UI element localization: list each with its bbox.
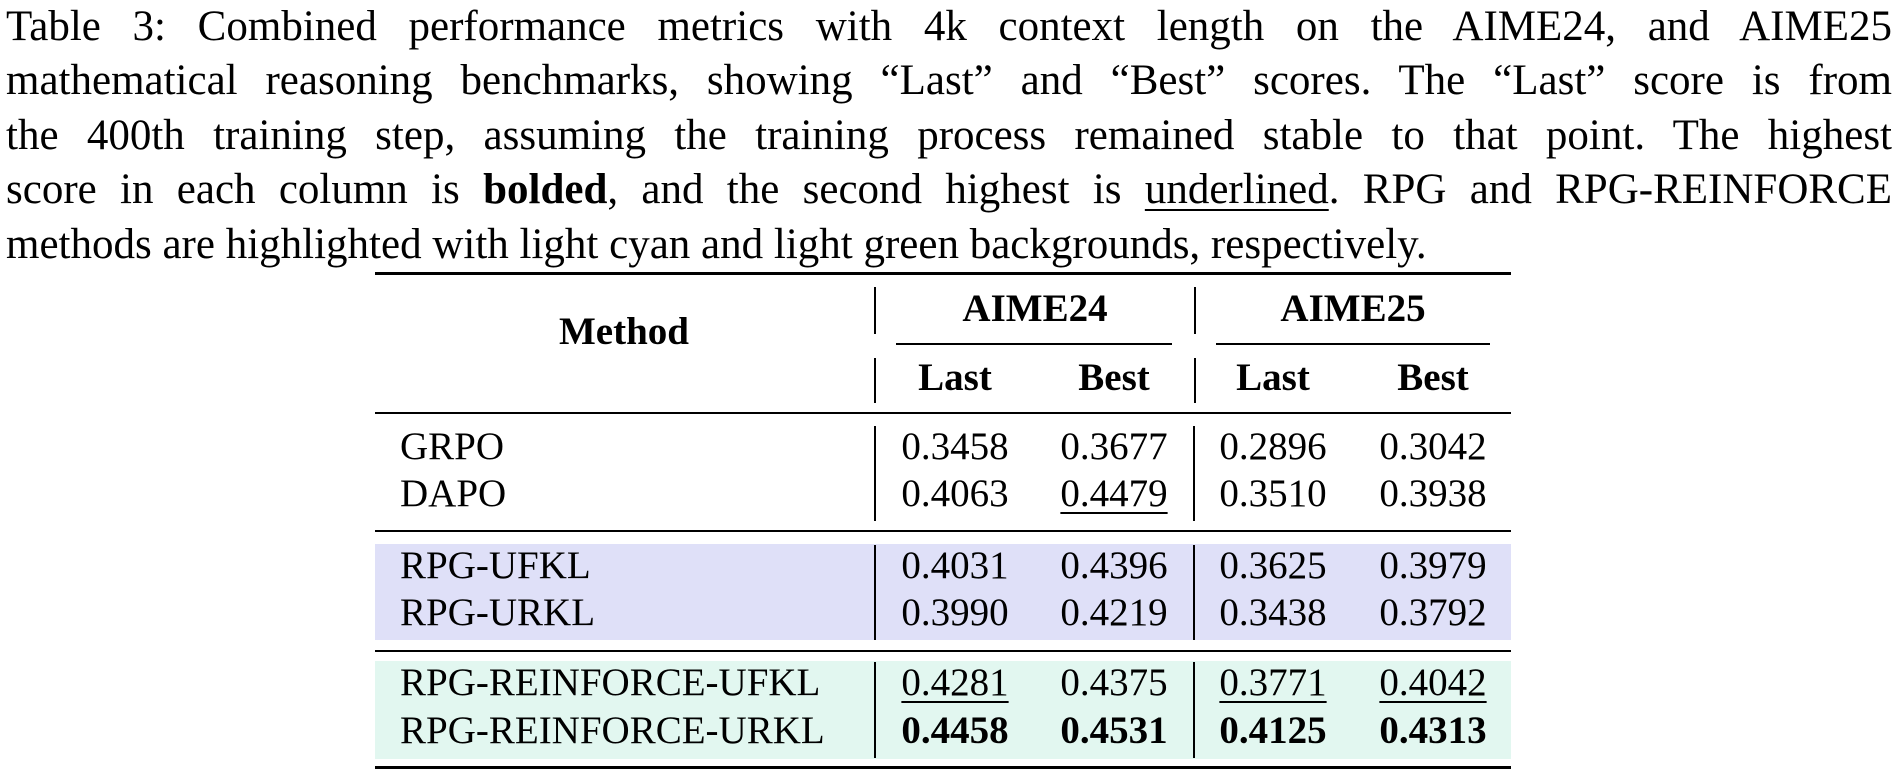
score-cell: 0.3625	[1219, 544, 1327, 587]
caption-text: mathematical reasoning benchmarks, showi…	[6, 57, 1892, 105]
score-cell: 0.3990	[901, 591, 1009, 634]
score-cell: 0.4281	[901, 661, 1009, 704]
method-name: GRPO	[400, 425, 505, 468]
score-cell: 0.4219	[1060, 591, 1168, 634]
caption-text: methods are highlighted with light cyan …	[6, 220, 1427, 268]
score-cell: 0.4125	[1219, 709, 1327, 752]
score-cell: 0.3677	[1060, 425, 1168, 468]
score-cell: 0.3438	[1219, 591, 1327, 634]
caption-text: the 400th training step, assuming the tr…	[6, 111, 1892, 159]
score-cell: 0.2896	[1219, 425, 1327, 468]
method-name: RPG-URKL	[400, 591, 596, 634]
cmidrule	[1216, 343, 1490, 345]
score-cell: 0.3792	[1379, 591, 1487, 634]
column-separator	[1193, 662, 1195, 758]
table-rule	[375, 530, 1511, 532]
method-name: DAPO	[400, 472, 507, 515]
score-cell: 0.3458	[901, 425, 1009, 468]
method-name: RPG-REINFORCE-URKL	[400, 709, 825, 752]
caption-line: score in each column is bolded, and the …	[6, 163, 1892, 217]
caption-text: underlined	[1144, 166, 1329, 214]
caption-line: methods are highlighted with light cyan …	[6, 218, 1892, 272]
score-cell: 0.4063	[901, 472, 1009, 515]
score-cell: 0.3042	[1379, 425, 1487, 468]
column-header: Last	[918, 356, 992, 399]
caption-line: the 400th training step, assuming the tr…	[6, 109, 1892, 163]
column-separator	[1193, 426, 1195, 521]
cmidrule	[896, 343, 1172, 345]
group-header: AIME24	[962, 287, 1108, 330]
score-cell: 0.4396	[1060, 544, 1168, 587]
column-header: Best	[1397, 356, 1469, 399]
table-rule	[375, 766, 1511, 769]
score-cell: 0.4458	[901, 709, 1009, 752]
method-header: Method	[559, 310, 689, 353]
score-cell: 0.3979	[1379, 544, 1487, 587]
score-cell: 0.4313	[1379, 709, 1487, 752]
column-separator	[1193, 545, 1195, 640]
column-header: Last	[1236, 356, 1310, 399]
table-rule	[375, 650, 1511, 652]
caption-line: Table 3: Combined performance metrics wi…	[6, 0, 1892, 54]
caption-text: score in each column is	[6, 166, 484, 214]
score-cell: 0.4479	[1060, 472, 1168, 515]
method-name: RPG-REINFORCE-UFKL	[400, 661, 821, 704]
score-cell: 0.3938	[1379, 472, 1487, 515]
caption-line: mathematical reasoning benchmarks, showi…	[6, 54, 1892, 108]
score-cell: 0.4531	[1060, 709, 1168, 752]
column-separator	[874, 545, 876, 640]
column-separator	[874, 287, 876, 334]
table-rule	[375, 272, 1511, 275]
score-cell: 0.3771	[1219, 661, 1327, 704]
table-rule	[375, 412, 1511, 414]
score-cell: 0.4031	[901, 544, 1009, 587]
score-cell: 0.3510	[1219, 472, 1327, 515]
column-separator	[874, 662, 876, 758]
column-header: Best	[1078, 356, 1150, 399]
column-separator	[1194, 287, 1196, 334]
column-separator	[874, 358, 876, 403]
caption-text: . RPG and RPG-REINFORCE	[1328, 166, 1892, 214]
caption-text: bolded	[483, 166, 608, 214]
score-cell: 0.4375	[1060, 661, 1168, 704]
column-separator	[1194, 358, 1196, 403]
method-name: RPG-UFKL	[400, 544, 591, 587]
caption-text: Table 3: Combined performance metrics wi…	[6, 3, 1892, 50]
rpg-reinforce-highlight	[375, 661, 1511, 759]
column-separator	[874, 426, 876, 521]
group-header: AIME25	[1280, 287, 1426, 330]
rpg-highlight	[375, 544, 1511, 640]
score-cell: 0.4042	[1379, 661, 1487, 704]
caption-text: , and the second highest is	[607, 166, 1145, 214]
